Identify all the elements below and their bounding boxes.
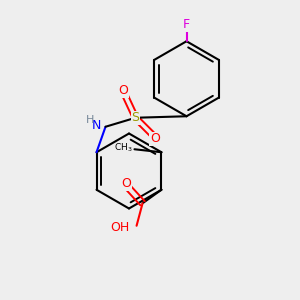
Text: O: O: [118, 84, 128, 97]
Text: S: S: [131, 111, 140, 124]
Text: O: O: [121, 177, 131, 190]
Text: N: N: [92, 119, 101, 132]
Text: OH: OH: [110, 221, 129, 234]
Text: O: O: [150, 132, 160, 145]
Text: CH$_3$: CH$_3$: [114, 142, 133, 154]
Text: F: F: [183, 18, 190, 31]
Text: H: H: [86, 115, 94, 125]
